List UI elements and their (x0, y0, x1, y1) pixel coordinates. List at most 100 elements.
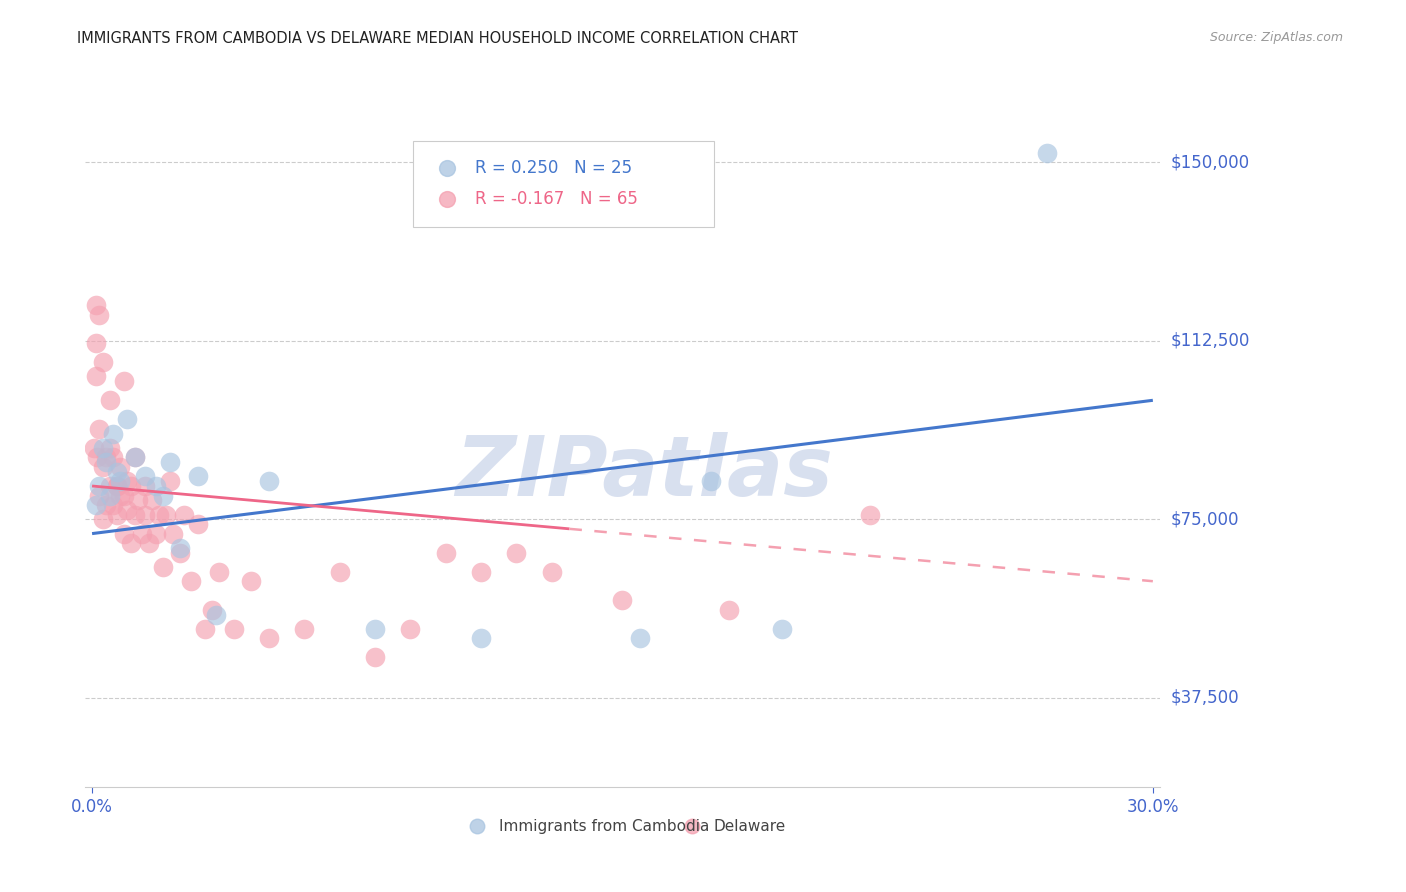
Point (612, 593, 634, 607)
Point (91, 355, 114, 369)
Text: Delaware: Delaware (714, 819, 786, 834)
Point (1371, 870, 1393, 884)
Text: $75,000: $75,000 (1171, 510, 1240, 528)
Point (89, 479, 111, 493)
Text: $112,500: $112,500 (1171, 332, 1250, 350)
Point (470, 565, 492, 579)
Point (96, 498, 118, 512)
Point (1272, 869, 1295, 883)
Point (112, 526, 135, 541)
Y-axis label: Median Household Income: Median Household Income (0, 328, 7, 532)
Point (159, 455, 181, 469)
Point (628, 632, 651, 646)
Point (169, 546, 191, 560)
Point (700, 474, 723, 488)
Point (86, 450, 108, 465)
Point (98, 441, 121, 455)
Point (770, 622, 793, 636)
Text: $150,000: $150,000 (1171, 153, 1250, 171)
Point (83, 441, 105, 455)
Point (84, 336, 107, 351)
Text: R = 0.250   N = 25: R = 0.250 N = 25 (475, 159, 633, 177)
Text: R = -0.167   N = 65: R = -0.167 N = 65 (475, 190, 638, 209)
Point (364, 622, 387, 636)
Point (399, 622, 422, 636)
Point (112, 489, 135, 503)
Point (194, 622, 217, 636)
Point (117, 474, 139, 488)
Point (152, 489, 174, 503)
Point (91, 459, 114, 474)
Point (120, 536, 142, 550)
Text: Source: ZipAtlas.com: Source: ZipAtlas.com (1209, 31, 1343, 45)
Point (89, 308, 111, 322)
Point (124, 508, 146, 522)
Point (257, 474, 280, 488)
Point (240, 574, 263, 589)
Point (138, 536, 160, 550)
Point (98, 489, 121, 503)
Point (84, 298, 107, 312)
Point (105, 508, 128, 522)
Point (84, 369, 107, 384)
Point (159, 474, 181, 488)
Point (155, 508, 177, 522)
Point (187, 517, 209, 532)
Point (105, 465, 128, 479)
Point (124, 450, 146, 465)
Point (105, 479, 128, 493)
Point (89, 422, 111, 436)
Point (145, 526, 167, 541)
Point (222, 622, 245, 636)
Point (96, 455, 118, 469)
Point (257, 632, 280, 646)
Point (89, 489, 111, 503)
Point (110, 459, 132, 474)
Point (117, 503, 139, 517)
Point (105, 479, 128, 493)
Point (1272, 869, 1295, 883)
Point (134, 479, 156, 493)
Text: ZIPatlas: ZIPatlas (456, 433, 832, 514)
Point (124, 450, 146, 465)
Point (1035, 145, 1057, 160)
Point (141, 493, 163, 508)
Point (364, 650, 387, 665)
Point (162, 526, 184, 541)
Point (505, 546, 527, 560)
Point (134, 508, 156, 522)
Point (98, 479, 121, 493)
Point (91, 512, 114, 526)
Point (112, 374, 135, 388)
Point (201, 603, 224, 617)
Point (103, 498, 125, 512)
Point (470, 632, 492, 646)
Point (292, 622, 315, 636)
Point (434, 546, 457, 560)
FancyBboxPatch shape (413, 141, 714, 227)
Point (91, 441, 114, 455)
Point (187, 469, 209, 483)
Point (103, 426, 125, 441)
Text: Immigrants from Cambodia: Immigrants from Cambodia (499, 819, 709, 834)
Point (329, 565, 352, 579)
Point (859, 508, 882, 522)
Point (173, 508, 195, 522)
Point (148, 508, 170, 522)
Text: $37,500: $37,500 (1171, 689, 1240, 706)
Point (169, 541, 191, 555)
Point (103, 450, 125, 465)
Point (131, 526, 153, 541)
Point (205, 607, 228, 622)
Point (134, 469, 156, 483)
Point (98, 393, 121, 408)
Point (208, 565, 231, 579)
Point (152, 560, 174, 574)
Point (110, 474, 132, 488)
Point (110, 489, 132, 503)
Point (145, 479, 167, 493)
Point (84, 498, 107, 512)
Text: IMMIGRANTS FROM CAMBODIA VS DELAWARE MEDIAN HOUSEHOLD INCOME CORRELATION CHART: IMMIGRANTS FROM CAMBODIA VS DELAWARE MED… (77, 31, 799, 46)
Point (540, 565, 562, 579)
Point (117, 412, 139, 426)
